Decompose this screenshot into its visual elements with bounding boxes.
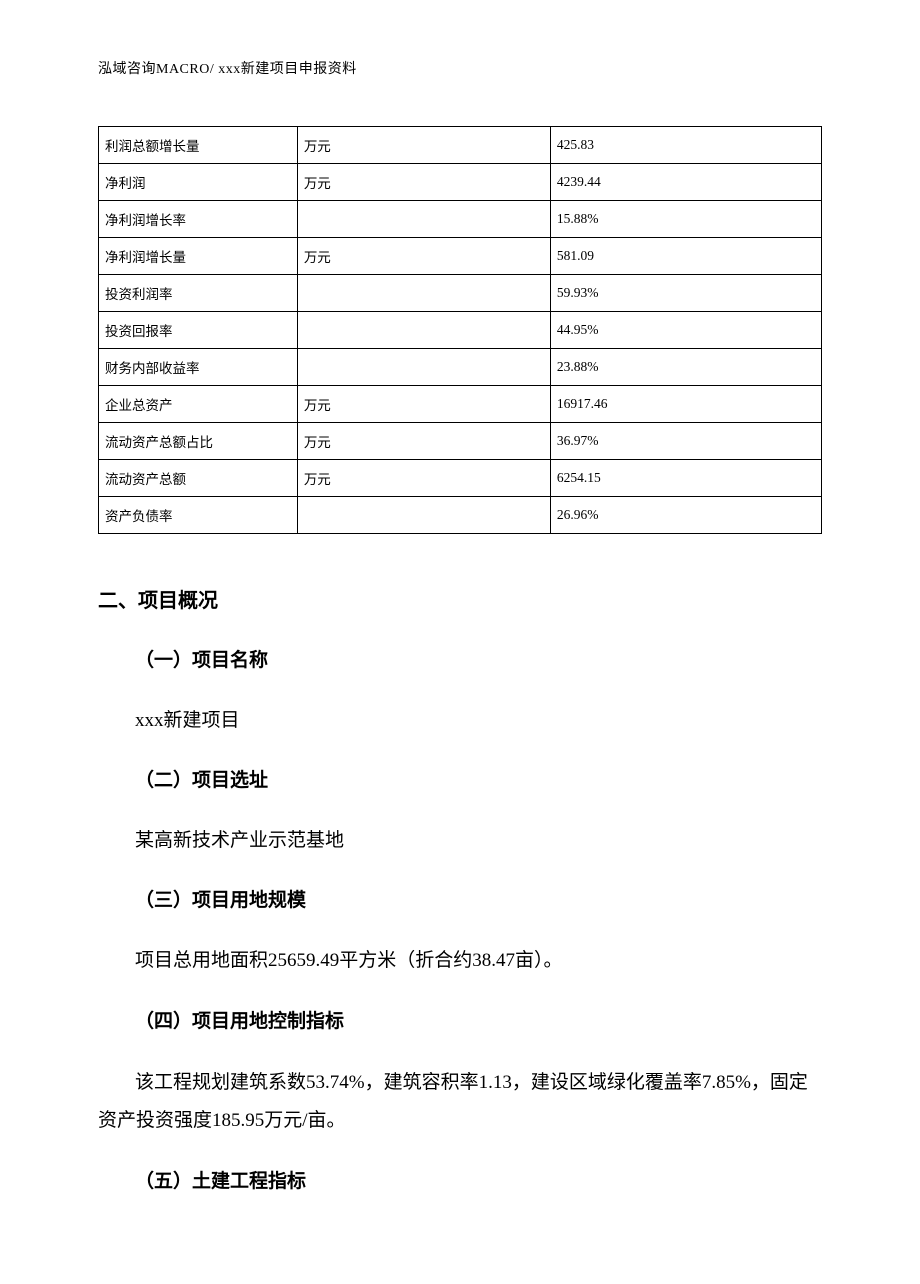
table-cell: 26.96% — [550, 497, 821, 534]
subsection-4-title: （四）项目用地控制指标 — [98, 1004, 822, 1040]
subsection-1-title: （一）项目名称 — [98, 643, 822, 679]
table-cell — [297, 497, 550, 534]
table-row: 投资回报率 44.95% — [99, 312, 822, 349]
table-row: 企业总资产万元16917.46 — [99, 386, 822, 423]
table-cell: 16917.46 — [550, 386, 821, 423]
table-cell — [297, 312, 550, 349]
table-cell: 425.83 — [550, 127, 821, 164]
table-cell: 23.88% — [550, 349, 821, 386]
table-cell: 净利润增长率 — [99, 201, 298, 238]
table-row: 净利润增长量万元581.09 — [99, 238, 822, 275]
subsection-5-title: （五）土建工程指标 — [98, 1164, 822, 1200]
table-cell: 万元 — [297, 460, 550, 497]
table-cell — [297, 275, 550, 312]
table-cell — [297, 201, 550, 238]
table-row: 财务内部收益率 23.88% — [99, 349, 822, 386]
table-row: 净利润增长率 15.88% — [99, 201, 822, 238]
table-cell: 万元 — [297, 238, 550, 275]
table-row: 流动资产总额占比万元36.97% — [99, 423, 822, 460]
table-cell: 财务内部收益率 — [99, 349, 298, 386]
table-row: 利润总额增长量万元425.83 — [99, 127, 822, 164]
table-cell: 6254.15 — [550, 460, 821, 497]
table-row: 资产负债率 26.96% — [99, 497, 822, 534]
table-cell: 59.93% — [550, 275, 821, 312]
table-cell — [297, 349, 550, 386]
financial-metrics-table: 利润总额增长量万元425.83净利润万元4239.44净利润增长率15.88%净… — [98, 126, 822, 534]
table-cell: 万元 — [297, 127, 550, 164]
project-name-text: xxx新建项目 — [98, 703, 822, 739]
table-cell: 利润总额增长量 — [99, 127, 298, 164]
table-row: 投资利润率 59.93% — [99, 275, 822, 312]
table-cell: 15.88% — [550, 201, 821, 238]
table-cell: 36.97% — [550, 423, 821, 460]
table-cell: 投资回报率 — [99, 312, 298, 349]
project-location-text: 某高新技术产业示范基地 — [98, 823, 822, 859]
subsection-3-title: （三）项目用地规模 — [98, 883, 822, 919]
land-control-text: 该工程规划建筑系数53.74%，建筑容积率1.13，建设区域绿化覆盖率7.85%… — [98, 1064, 822, 1140]
table-cell: 资产负债率 — [99, 497, 298, 534]
table-cell: 万元 — [297, 164, 550, 201]
table-cell: 4239.44 — [550, 164, 821, 201]
table-row: 净利润万元4239.44 — [99, 164, 822, 201]
table-cell: 净利润 — [99, 164, 298, 201]
table-cell: 净利润增长量 — [99, 238, 298, 275]
table-row: 流动资产总额万元6254.15 — [99, 460, 822, 497]
land-scale-text: 项目总用地面积25659.49平方米（折合约38.47亩）。 — [98, 943, 822, 979]
table-cell: 万元 — [297, 386, 550, 423]
subsection-2-title: （二）项目选址 — [98, 763, 822, 799]
table-cell: 万元 — [297, 423, 550, 460]
table-cell: 投资利润率 — [99, 275, 298, 312]
table-cell: 企业总资产 — [99, 386, 298, 423]
section-2-title: 二、项目概况 — [98, 584, 822, 613]
table-cell: 流动资产总额占比 — [99, 423, 298, 460]
table-cell: 44.95% — [550, 312, 821, 349]
page-header: 泓域咨询MACRO/ xxx新建项目申报资料 — [98, 58, 822, 78]
table-cell: 流动资产总额 — [99, 460, 298, 497]
table-cell: 581.09 — [550, 238, 821, 275]
